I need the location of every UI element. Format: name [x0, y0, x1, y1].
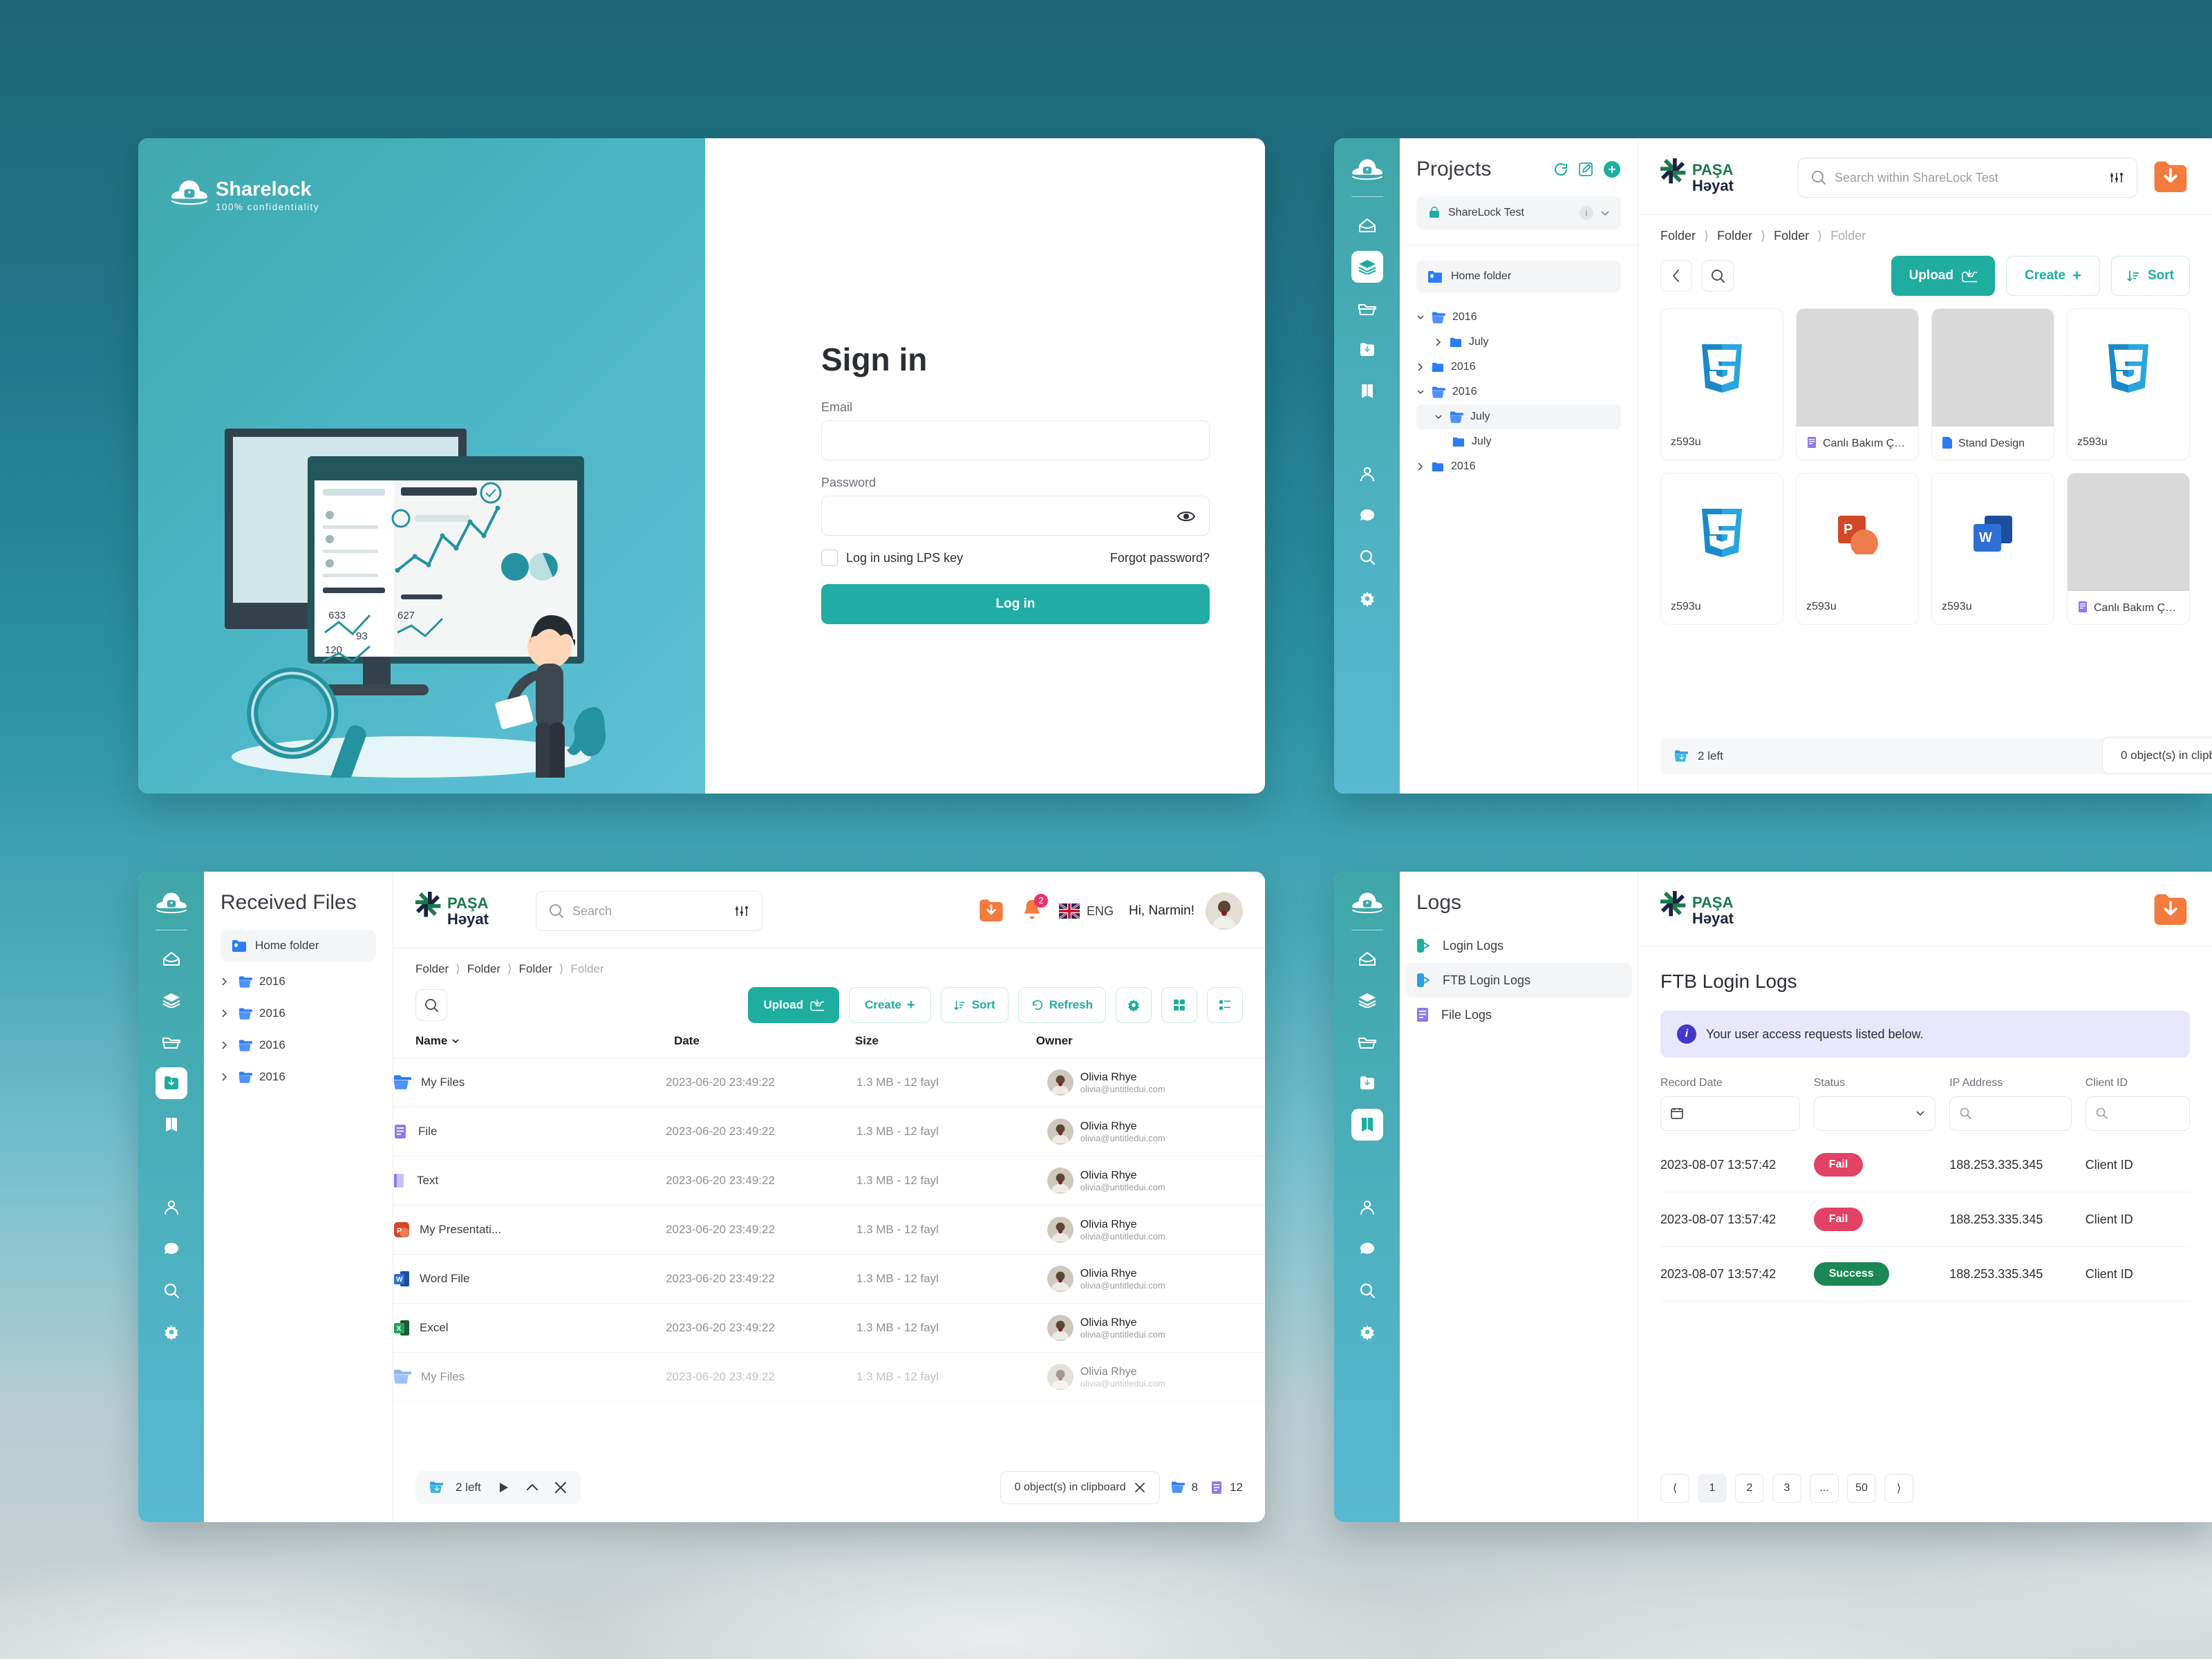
- svg-text:PAŞA: PAŞA: [1692, 161, 1734, 178]
- svg-text:627: 627: [397, 610, 415, 621]
- svg-text:PAŞA: PAŞA: [447, 894, 489, 912]
- svg-text:P: P: [1844, 522, 1853, 537]
- svg-text:93: 93: [356, 630, 368, 642]
- svg-text:Həyat: Həyat: [1692, 177, 1734, 194]
- svg-text:W: W: [1979, 530, 1992, 545]
- svg-text:PAŞA: PAŞA: [1692, 894, 1734, 911]
- svg-text:X: X: [397, 1325, 402, 1333]
- svg-text:W: W: [396, 1276, 403, 1284]
- svg-text:Həyat: Həyat: [1692, 910, 1734, 927]
- svg-text:Həyat: Həyat: [447, 910, 489, 928]
- svg-text:P: P: [397, 1227, 402, 1235]
- svg-text:633: 633: [328, 610, 346, 621]
